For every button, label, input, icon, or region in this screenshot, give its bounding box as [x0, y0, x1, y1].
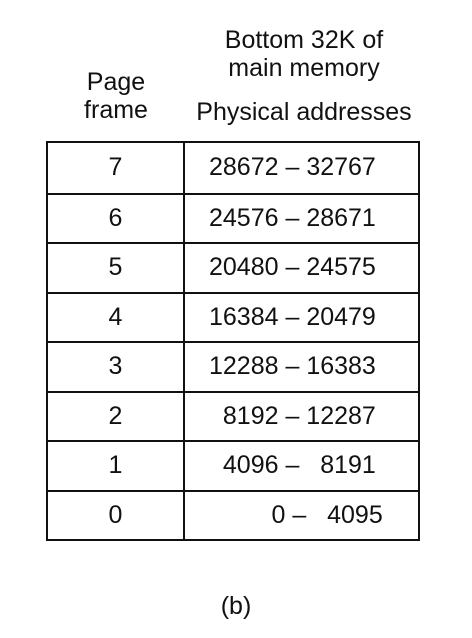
frame-number-cell: 1 [48, 442, 185, 490]
page-frame-table: 7 28672 – 32767 6 24576 – 28671 5 20480 … [46, 141, 420, 541]
frame-number-cell: 2 [48, 392, 185, 440]
address-range-cell: 8192 – 12287 [209, 401, 376, 430]
page-frame-header: Page frame [46, 68, 186, 124]
frame-number-cell: 6 [48, 194, 185, 242]
page-frame-header-line1: Page [86, 68, 146, 96]
frame-number-cell: 3 [48, 343, 185, 391]
table-row: 7 28672 – 32767 [48, 143, 418, 193]
page-frame-header-line2: frame [84, 96, 148, 124]
table-row: 6 24576 – 28671 [48, 192, 418, 242]
address-range-cell: 28672 – 32767 [209, 153, 376, 182]
figure-caption: (b) [220, 592, 252, 620]
table-row: 1 4096 – 8191 [48, 440, 418, 490]
memory-header-line2: main memory [228, 54, 380, 82]
address-range-cell: 20480 – 24575 [209, 253, 376, 282]
table-row: 2 8192 – 12287 [48, 390, 418, 440]
memory-header: Bottom 32K of main memory [190, 26, 418, 82]
frame-number-cell: 4 [48, 293, 185, 341]
address-range-cell: 12288 – 16383 [209, 352, 376, 381]
table-row: 5 20480 – 24575 [48, 242, 418, 292]
frame-number-cell: 0 [48, 491, 185, 539]
address-range-cell: 4096 – 8191 [209, 451, 376, 480]
address-range-cell: 0 – 4095 [209, 500, 383, 529]
table-row: 4 16384 – 20479 [48, 291, 418, 341]
address-range-cell: 16384 – 20479 [209, 302, 376, 331]
frame-number-cell: 7 [48, 143, 185, 193]
frame-number-cell: 5 [48, 244, 185, 292]
table-row: 3 12288 – 16383 [48, 341, 418, 391]
memory-header-line1: Bottom 32K of [224, 26, 384, 54]
physical-addresses-header: Physical addresses [196, 98, 412, 126]
table-row: 0 0 – 4095 [48, 489, 418, 539]
address-range-cell: 24576 – 28671 [209, 203, 376, 232]
